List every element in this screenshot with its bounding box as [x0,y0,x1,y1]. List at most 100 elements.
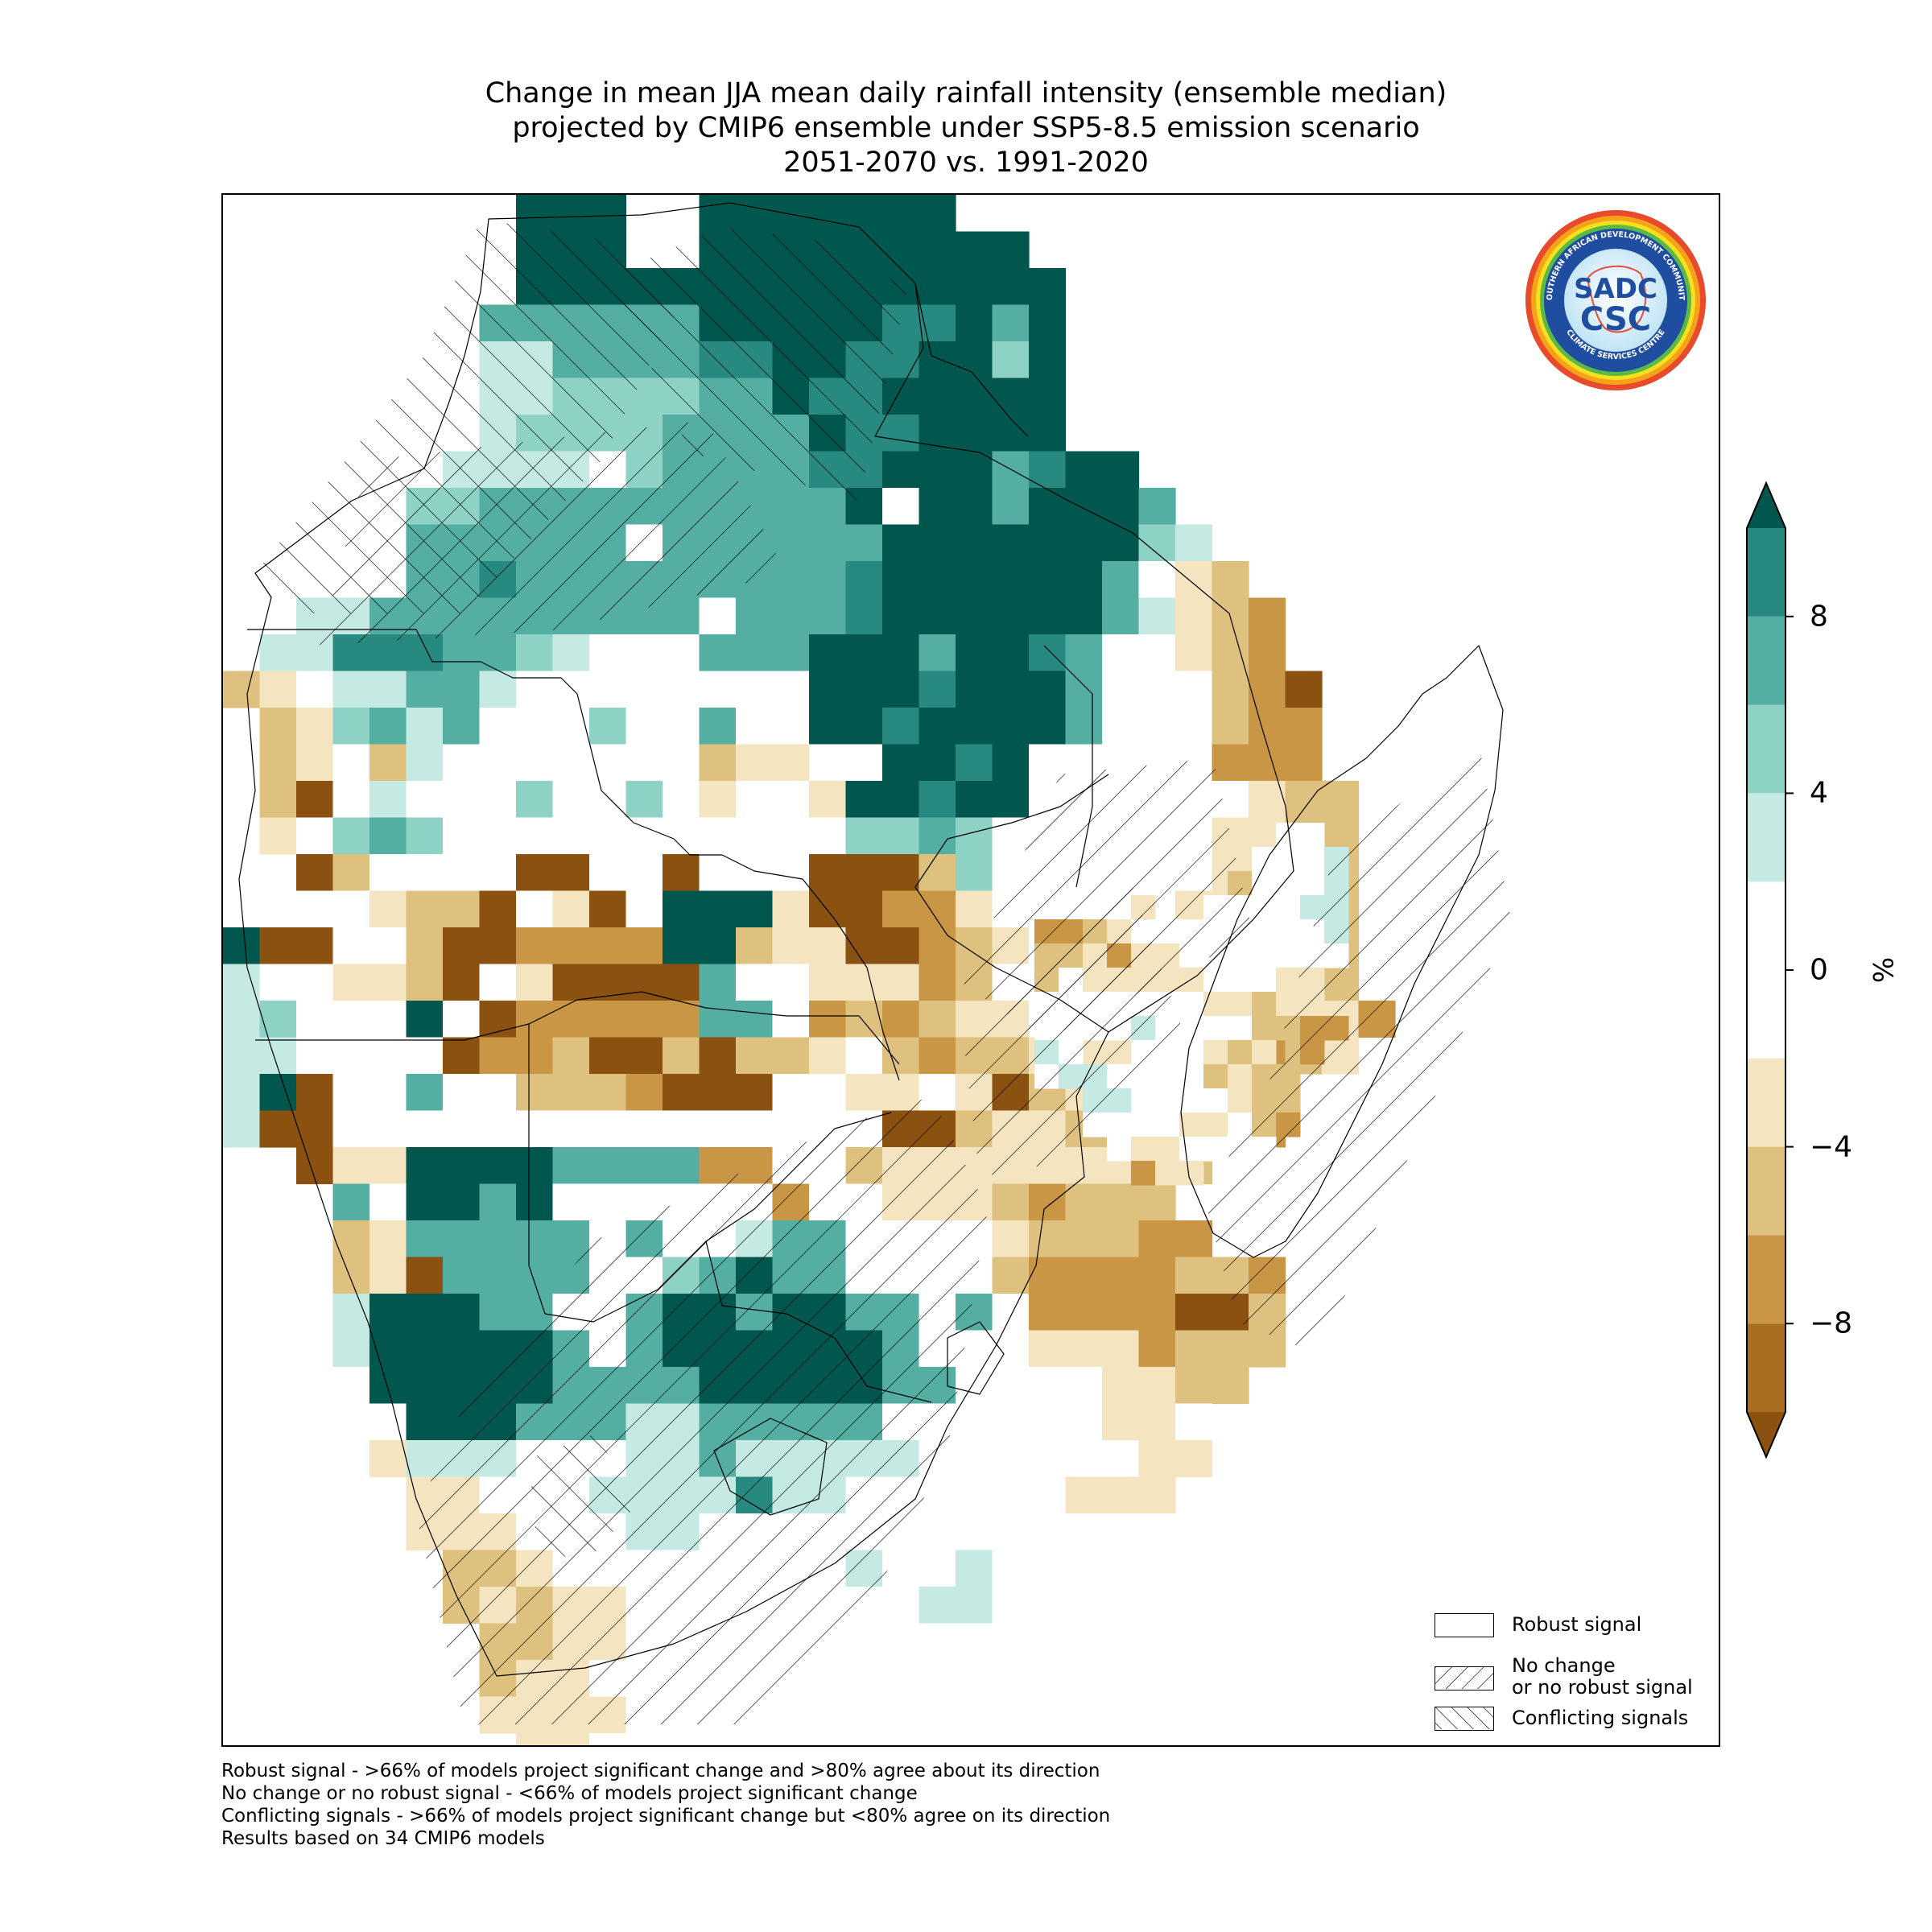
map-cell [772,634,810,672]
map-cell [369,1074,407,1112]
map-cell [1065,671,1103,708]
map-cell [552,671,590,708]
map-cell [699,195,737,233]
chart-title: Change in mean JJA mean daily rainfall i… [0,76,1932,180]
map-cell [992,817,1030,855]
map-cell [956,1660,993,1698]
map-cell [956,1403,993,1441]
map-cell [992,1513,1030,1551]
border-angola-namibia [255,991,900,1065]
map-cell [956,451,993,489]
map-cell-madagascar [1276,919,1301,944]
map-cell [882,671,920,708]
map-cell [332,1183,370,1221]
map-cell [1065,1440,1103,1478]
map-cell [663,671,700,708]
map-cell [736,817,774,855]
map-cell [956,1623,993,1661]
map-cell [956,231,993,269]
map-cell [625,890,663,928]
map-cell [479,890,517,928]
map-cell-madagascar [1252,1040,1277,1065]
map-cell [443,890,481,928]
title-line-2: projected by CMIP6 ensemble under SSP5-8… [512,112,1420,144]
map-cell [552,1147,590,1185]
map-cell [1102,634,1140,672]
map-cell [589,1183,627,1221]
map-cell [369,1440,407,1478]
map-cell [845,854,883,892]
map-cell [736,1074,774,1112]
map-cell [956,744,993,782]
map-cell [772,817,810,855]
map-cell [406,927,444,965]
map-cell [956,1550,993,1587]
footnote-models: Results based on 34 CMIP6 models [221,1828,545,1849]
map-cell [552,634,590,672]
map-cell [845,524,883,562]
map-cell [552,781,590,819]
colorbar-segment [1747,616,1785,705]
map-cell-madagascar [1131,1161,1156,1186]
map-cell [223,1001,261,1038]
map-cell [552,1037,590,1075]
map-cell [1138,634,1176,672]
map-cell [406,1110,444,1148]
map-cell [1138,561,1176,599]
map-cell [663,1110,700,1148]
map-cell [589,1147,627,1185]
map-cell-madagascar [1300,823,1325,848]
map-cell [625,1733,663,1745]
map-cell [845,634,883,672]
map-cell [516,1001,554,1038]
map-cell [809,634,847,672]
map-cell [369,817,407,855]
map-cell [1138,1257,1176,1294]
map-cell [736,854,774,892]
map-cell [552,195,590,233]
map-cell [223,671,261,708]
map-cell [406,1367,444,1405]
map-cell [1029,1440,1067,1478]
map-cell [406,708,444,745]
map-cell [1138,1440,1176,1478]
map-cell [1285,744,1323,782]
map-cell [369,708,407,745]
map-cell [1029,1330,1067,1368]
map-cell-madagascar [1228,992,1253,1017]
map-cell [296,781,334,819]
map-cell [332,1220,370,1258]
map-cell [1212,1513,1249,1551]
map-cell [992,634,1030,672]
map-cell [1029,341,1067,379]
map-cell [479,1074,517,1112]
map-cell [882,195,920,233]
map-cell [552,964,590,1001]
map-cell [1249,744,1286,782]
map-cell [589,890,627,928]
map-cell [479,1037,517,1075]
map-cell [479,854,517,892]
map-cell [1249,597,1286,635]
map-cell [736,708,774,745]
map-cell [625,781,663,819]
map-cell [992,1550,1030,1587]
title-line-1: Change in mean JJA mean daily rainfall i… [485,77,1447,109]
map-cell [589,195,627,233]
map-cell [479,1220,517,1258]
map-cell [845,1074,883,1112]
map-cell [919,1696,956,1734]
map-cell [1065,1330,1103,1368]
map-cell [1285,781,1323,819]
map-cell-madagascar [1131,1137,1156,1162]
map-cell [259,1074,297,1112]
map-cell [1138,1183,1176,1221]
map-cell [956,671,993,708]
map-cell [1175,1257,1213,1294]
map-cell [1102,597,1140,635]
map-cell [882,524,920,562]
map-cell [919,1587,956,1624]
map-cell [992,597,1030,635]
map-cell [919,671,956,708]
legend-label-conflicting: Conflicting signals [1512,1707,1689,1729]
